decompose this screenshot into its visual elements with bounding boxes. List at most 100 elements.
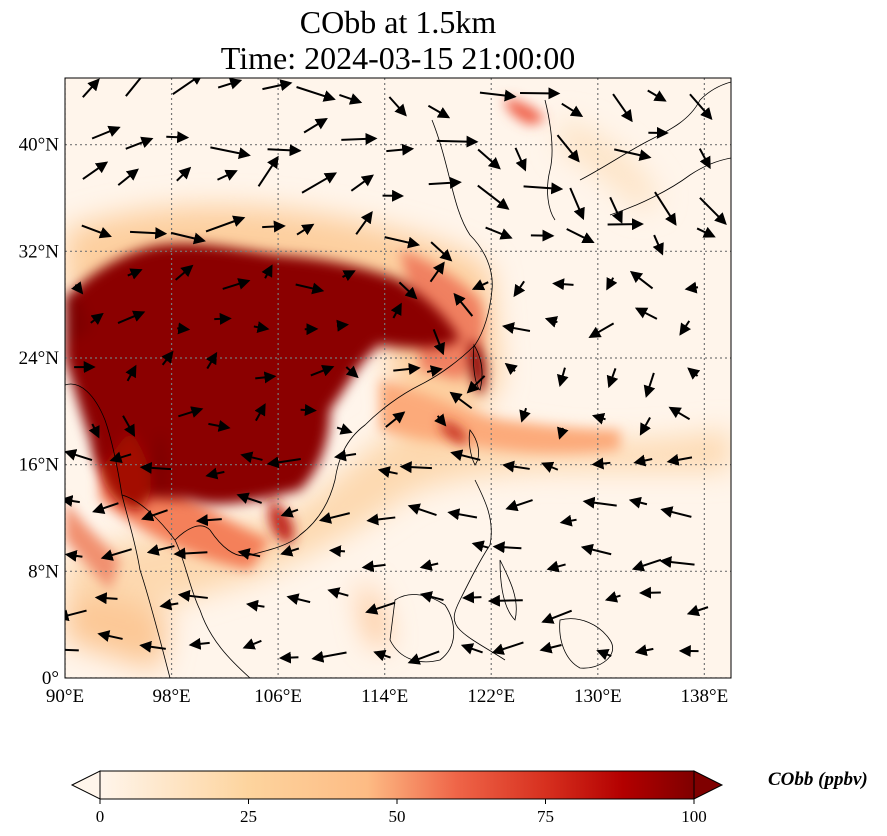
wind-arrow xyxy=(161,350,174,366)
wind-arrow xyxy=(129,227,168,240)
wind-arrow xyxy=(639,416,651,436)
wind-arrow xyxy=(462,591,482,604)
graticule xyxy=(65,78,731,678)
wind-arrow xyxy=(117,310,146,324)
wind-arrow xyxy=(460,643,483,655)
wind-arrow xyxy=(643,372,656,398)
wind-arrow xyxy=(90,312,104,325)
wind-arrow xyxy=(471,279,489,291)
wind-arrow xyxy=(303,117,328,134)
lat-tick-label: 40°N xyxy=(19,135,60,156)
wind-arrow xyxy=(242,638,262,650)
wind-arrow xyxy=(449,391,473,410)
wind-arrow xyxy=(208,420,231,432)
wind-arrow xyxy=(65,609,87,622)
wind-arrow xyxy=(492,541,522,554)
wind-arrow xyxy=(125,364,137,382)
wind-arrow xyxy=(318,512,350,524)
wind-arrow xyxy=(82,161,109,180)
wind-arrow xyxy=(580,543,612,556)
wind-arrow xyxy=(146,544,175,556)
wind-arrow xyxy=(327,587,349,599)
wind-arrow xyxy=(65,643,79,656)
wind-arrow xyxy=(125,78,151,97)
wind-arrow xyxy=(336,319,349,332)
wind-arrow xyxy=(633,454,653,467)
wind-arrow xyxy=(65,549,83,562)
wind-arrow xyxy=(519,407,531,423)
wind-arrow xyxy=(427,104,451,119)
wind-arrow xyxy=(613,148,652,162)
wind-arrow xyxy=(175,264,194,281)
wind-arrow xyxy=(513,280,526,298)
wind-arrow xyxy=(173,547,208,560)
wind-arrow xyxy=(569,187,585,221)
wind-arrow xyxy=(429,261,445,283)
wind-arrow xyxy=(117,168,139,186)
wind-arrow xyxy=(255,371,277,384)
wind-arrow xyxy=(390,302,402,319)
wind-arrow xyxy=(399,461,432,474)
wind-arrow xyxy=(561,102,584,118)
wind-arrow xyxy=(373,649,391,662)
wind-arrow xyxy=(296,86,336,102)
wind-arrow xyxy=(652,234,664,256)
wind-arrow xyxy=(310,365,335,377)
wind-arrow xyxy=(659,556,695,569)
wind-arrow xyxy=(127,268,143,280)
wind-arrow xyxy=(328,545,346,558)
wind-arrow xyxy=(91,125,121,140)
wind-arrow xyxy=(384,236,421,249)
lon-tick-label: 98°E xyxy=(152,686,190,707)
wind-arrow xyxy=(177,322,191,335)
wind-arrow xyxy=(366,513,396,526)
wind-arrow xyxy=(479,89,517,102)
wind-arrow xyxy=(523,182,564,195)
wind-arrow xyxy=(430,241,453,262)
wind-arrow xyxy=(485,226,513,240)
wind-arrow xyxy=(122,415,136,437)
wind-arrow xyxy=(257,155,279,187)
wind-arrow xyxy=(679,320,692,336)
wind-arrow xyxy=(266,456,301,469)
wind-arrow xyxy=(205,351,218,370)
wind-arrow xyxy=(466,375,486,394)
wind-arrow xyxy=(210,146,251,160)
wind-arrow xyxy=(286,593,311,606)
wind-arrow xyxy=(612,93,633,123)
wind-arrow xyxy=(311,650,347,663)
wind-arrow xyxy=(647,89,667,102)
colorbar-tick-label: 50 xyxy=(389,807,406,826)
wind-arrow xyxy=(94,592,118,605)
wind-arrow xyxy=(176,166,192,182)
wind-arrow xyxy=(684,281,699,294)
wind-arrow xyxy=(540,461,559,473)
colorbar-tick-label: 25 xyxy=(240,807,257,826)
wind-arrow xyxy=(261,264,273,279)
colorbar-gradient xyxy=(99,770,695,800)
wind-arrow xyxy=(81,224,112,239)
wind-arrow xyxy=(502,460,530,473)
wind-arrow xyxy=(426,365,443,377)
wind-arrow xyxy=(377,466,398,478)
wind-arrow xyxy=(386,143,415,156)
wind-arrow xyxy=(342,270,356,282)
wind-arrow xyxy=(539,641,562,654)
wind-arrow xyxy=(333,449,357,462)
map-plot-area xyxy=(65,78,731,678)
colorbar-tick-label: 100 xyxy=(681,807,707,826)
wind-arrow xyxy=(557,367,569,388)
wind-arrow xyxy=(139,461,172,474)
wind-arrow xyxy=(254,403,266,422)
wind-arrow xyxy=(606,368,619,389)
wind-arrow xyxy=(628,496,648,509)
wind-arrow xyxy=(477,148,501,170)
wind-arrow xyxy=(491,641,524,655)
wind-arrow xyxy=(686,604,709,617)
wind-arrow xyxy=(654,191,677,226)
wind-arrow xyxy=(278,651,299,664)
wind-arrow xyxy=(109,451,132,464)
wind-arrow xyxy=(544,316,559,328)
lon-tick-label: 138°E xyxy=(681,686,729,707)
